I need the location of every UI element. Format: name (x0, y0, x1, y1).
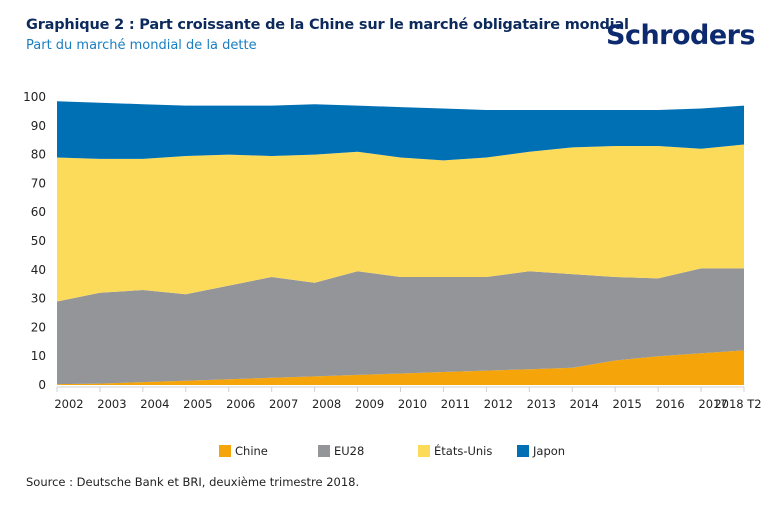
schroders-logo: Schroders (606, 20, 756, 51)
source-note: Source : Deutsche Bank et BRI, deuxième … (26, 475, 360, 489)
x-tick-label: 2014 (570, 397, 599, 411)
y-tick-label: 40 (31, 263, 46, 277)
x-tick-label: 2006 (226, 397, 255, 411)
y-tick-label: 0 (38, 378, 46, 392)
y-tick-label: 60 (31, 205, 46, 219)
legend-label: Japon (533, 444, 566, 458)
legend-swatch (418, 445, 430, 457)
y-tick-label: 50 (31, 234, 46, 248)
x-tick-label: 2004 (140, 397, 169, 411)
x-axis: 2002 2003 2004 2005 2006 2007 2008 2009 2010 2011… (54, 387, 762, 411)
x-tick-label: 2011 (441, 397, 470, 411)
y-tick-label: 10 (31, 349, 46, 363)
legend-item-eu28: EU28 (318, 444, 364, 458)
legend-item-japon: Japon (517, 444, 565, 458)
x-tick-label: 2013 (527, 397, 556, 411)
x-tick-label: 2009 (355, 397, 384, 411)
area-eu28 (57, 268, 744, 385)
x-tick-label: 2008 (312, 397, 341, 411)
legend-label: États-Unis (434, 444, 493, 458)
y-tick-label: 70 (31, 176, 46, 190)
y-tick-label: 30 (31, 292, 46, 306)
legend-item-chine: Chine (219, 444, 268, 458)
area-chine (57, 350, 744, 385)
chart-area: 2002 2003 2004 2005 2006 2007 2008 2009 2010 2011… (23, 90, 762, 411)
legend-label: Chine (235, 444, 268, 458)
x-tick-label: 2003 (97, 397, 126, 411)
legend-item--tats-unis: États-Unis (418, 444, 492, 458)
legend-swatch (219, 445, 231, 457)
stacked-areas (57, 101, 744, 385)
x-tick-label: 2012 (484, 397, 513, 411)
area-japon (57, 101, 744, 161)
y-tick-label: 90 (31, 119, 46, 133)
x-tick-label: 2007 (269, 397, 298, 411)
legend-label: EU28 (334, 444, 365, 458)
y-tick-label: 80 (31, 148, 46, 162)
legend: Chine EU28 États-Unis Japon (0, 444, 770, 462)
x-tick-label: 2002 (54, 397, 83, 411)
x-tick-label: 2017 (698, 397, 727, 411)
y-tick-label: 20 (31, 320, 46, 334)
y-axis: 0 10 20 30 40 50 60 70 80 90 100 (23, 90, 46, 392)
area--tats-unis (57, 144, 744, 302)
y-tick-label: 100 (23, 90, 46, 104)
x-tick-label: 2015 (613, 397, 642, 411)
x-tick-label: 2016 (655, 397, 684, 411)
x-tick-label: 2005 (183, 397, 212, 411)
chart-title: Graphique 2 : Part croissante de la Chin… (26, 17, 629, 33)
chart-subtitle: Part du marché mondial de la dette (26, 38, 257, 53)
x-tick-label: 2018 T2 (714, 397, 761, 411)
x-tick-label: 2010 (398, 397, 427, 411)
legend-swatch (318, 445, 330, 457)
legend-swatch (517, 445, 529, 457)
